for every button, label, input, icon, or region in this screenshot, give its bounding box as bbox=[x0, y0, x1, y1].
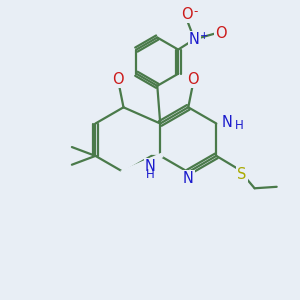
Text: H: H bbox=[146, 168, 154, 181]
Text: +: + bbox=[200, 31, 208, 41]
Text: O: O bbox=[215, 26, 227, 41]
Text: O: O bbox=[181, 7, 193, 22]
Text: N: N bbox=[189, 32, 200, 47]
Text: H: H bbox=[235, 119, 243, 132]
Text: -: - bbox=[194, 5, 198, 18]
Text: O: O bbox=[112, 72, 123, 87]
Text: S: S bbox=[237, 167, 247, 182]
Text: N: N bbox=[145, 159, 155, 174]
Text: N: N bbox=[221, 115, 232, 130]
Text: O: O bbox=[187, 72, 199, 87]
Text: N: N bbox=[183, 171, 194, 186]
